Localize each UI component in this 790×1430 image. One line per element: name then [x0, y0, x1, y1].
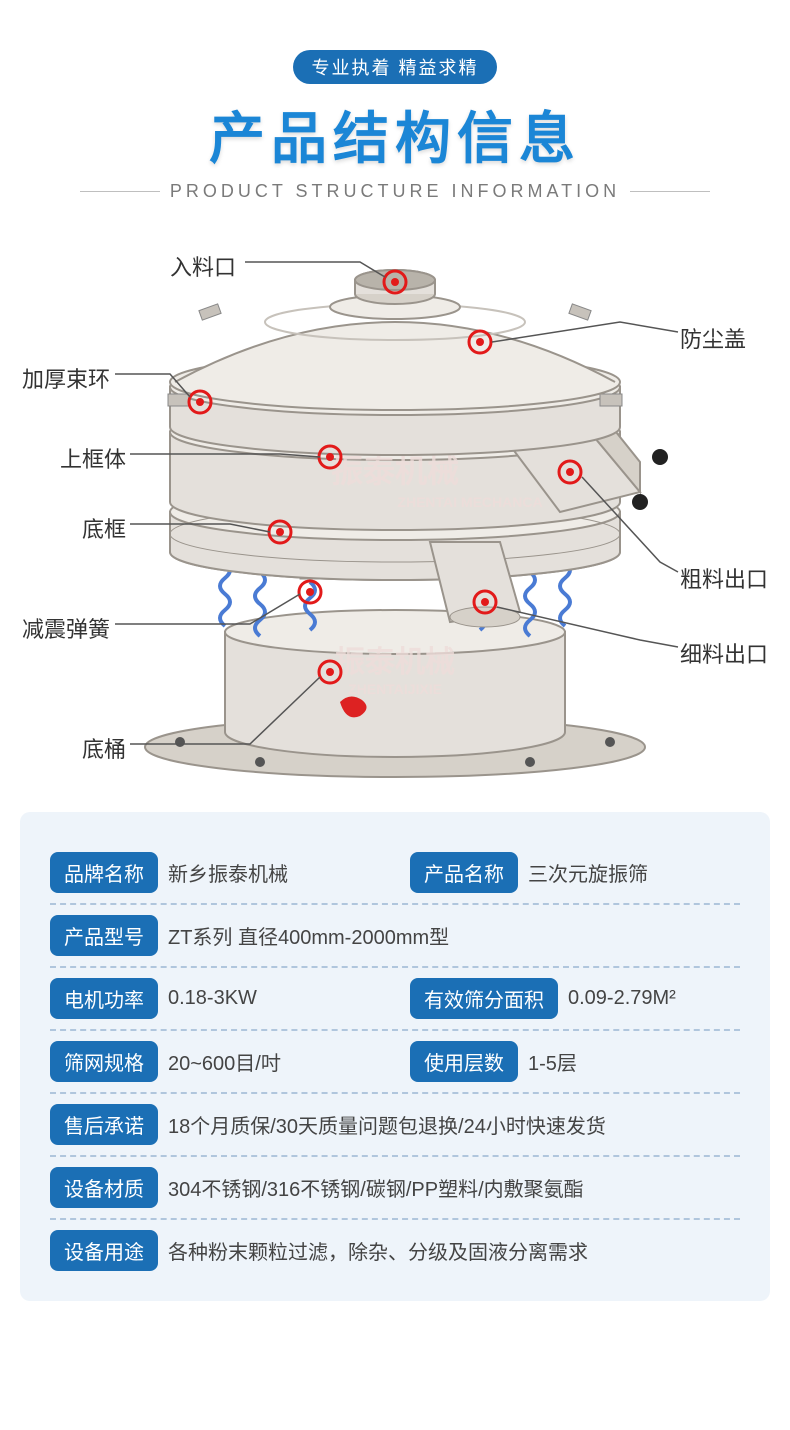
svg-text:ZHENTAIJIXIE: ZHENTAIJIXIE	[348, 681, 442, 697]
spec-value-mesh: 20~600目/吋	[168, 1047, 281, 1076]
product-structure-diagram: 入料口 防尘盖 加厚束环 上框体 底框 粗料出口 减震弹簧 细料出口 底桶 振泰	[0, 232, 790, 792]
spec-label-area: 有效筛分面积	[410, 978, 558, 1019]
spec-value-aftersales: 18个月质保/30天质量问题包退换/24小时快速发货	[168, 1110, 606, 1139]
spec-row: 筛网规格 20~600目/吋 使用层数 1-5层	[50, 1031, 740, 1094]
spec-row: 品牌名称 新乡振泰机械 产品名称 三次元旋振筛	[50, 842, 740, 905]
spec-value-area: 0.09-2.79M²	[568, 987, 676, 1010]
spec-label-layers: 使用层数	[410, 1041, 518, 1082]
header-tagline-pill: 专业执着 精益求精	[293, 50, 496, 84]
spec-label-power: 电机功率	[50, 978, 158, 1019]
machine-illustration: 振泰机械 ZHENTAIJIXIE	[0, 232, 790, 792]
spec-value-power: 0.18-3KW	[168, 987, 257, 1010]
spec-row: 售后承诺 18个月质保/30天质量问题包退换/24小时快速发货	[50, 1094, 740, 1157]
spec-row: 设备用途 各种粉末颗粒过滤，除杂、分级及固液分离需求	[50, 1220, 740, 1281]
spec-value-product: 三次元旋振筛	[528, 858, 648, 887]
spec-label-product: 产品名称	[410, 852, 518, 893]
spec-row: 设备材质 304不锈钢/316不锈钢/碳钢/PP塑料/内敷聚氨酯	[50, 1157, 740, 1220]
watermark-2: 振泰机械	[335, 646, 455, 679]
spec-value-material: 304不锈钢/316不锈钢/碳钢/PP塑料/内敷聚氨酯	[168, 1173, 584, 1202]
spec-label-model: 产品型号	[50, 915, 158, 956]
spec-label-material: 设备材质	[50, 1167, 158, 1208]
spec-label-mesh: 筛网规格	[50, 1041, 158, 1082]
header: 专业执着 精益求精 产品结构信息 PRODUCT STRUCTURE INFOR…	[0, 0, 790, 232]
spec-label-usage: 设备用途	[50, 1230, 158, 1271]
spec-value-model: ZT系列 直径400mm-2000mm型	[168, 921, 449, 950]
spec-row: 电机功率 0.18-3KW 有效筛分面积 0.09-2.79M²	[50, 968, 740, 1031]
watermark-1: 振泰机械	[331, 453, 459, 489]
spec-value-layers: 1-5层	[528, 1047, 577, 1076]
spec-row: 产品型号 ZT系列 直径400mm-2000mm型	[50, 905, 740, 968]
spec-panel: 品牌名称 新乡振泰机械 产品名称 三次元旋振筛 产品型号 ZT系列 直径400m…	[20, 812, 770, 1301]
spec-value-brand: 新乡振泰机械	[168, 858, 288, 887]
header-title: 产品结构信息	[0, 94, 790, 175]
header-subtitle: PRODUCT STRUCTURE INFORMATION	[0, 181, 790, 202]
spec-value-usage: 各种粉末颗粒过滤，除杂、分级及固液分离需求	[168, 1236, 588, 1265]
spec-label-aftersales: 售后承诺	[50, 1104, 158, 1145]
svg-text:ZHENTAI MECHANCA: ZHENTAI MECHANCA	[397, 494, 542, 510]
spec-label-brand: 品牌名称	[50, 852, 158, 893]
